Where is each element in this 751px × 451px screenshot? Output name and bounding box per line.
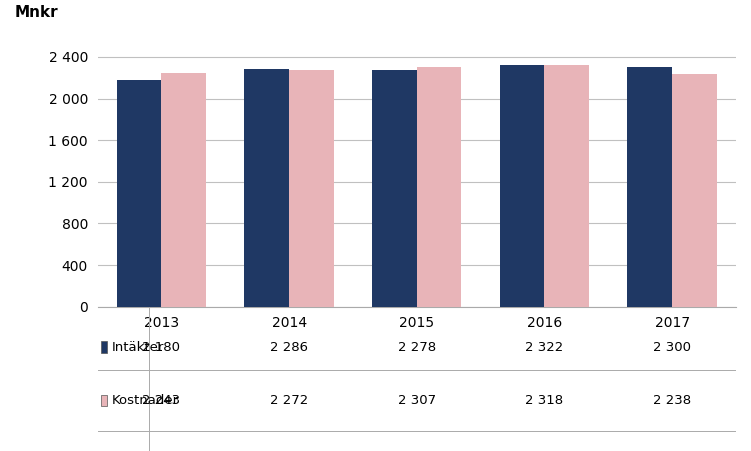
Text: 2 278: 2 278 [398,341,436,354]
Text: Intäkter: Intäkter [112,341,164,354]
Bar [101,395,107,406]
Bar [245,69,289,307]
Bar [161,73,207,307]
Bar [101,341,107,353]
Text: 2 180: 2 180 [143,341,180,354]
Text: 2 300: 2 300 [653,341,691,354]
Text: 2 286: 2 286 [270,341,308,354]
Bar [417,67,461,307]
Bar [672,74,717,307]
Bar [628,67,672,307]
Text: 2 307: 2 307 [398,394,436,407]
Text: Mnkr: Mnkr [15,5,59,20]
Bar [544,65,590,307]
Text: 2 238: 2 238 [653,394,691,407]
Bar [500,65,544,307]
Text: 2 318: 2 318 [526,394,563,407]
Bar [372,69,417,307]
Text: Kostnader: Kostnader [112,394,179,407]
Text: 2 272: 2 272 [270,394,308,407]
Bar [117,80,161,307]
Bar [289,70,334,307]
Text: 2 243: 2 243 [143,394,180,407]
Text: 2 322: 2 322 [526,341,563,354]
